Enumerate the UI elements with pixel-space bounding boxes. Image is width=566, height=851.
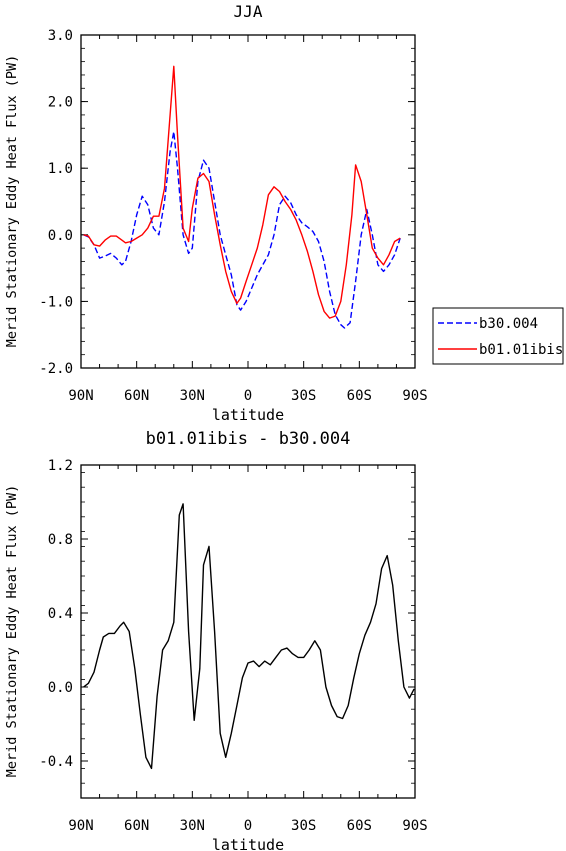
chart-title: JJA (234, 2, 263, 21)
y-tick-label: 3.0 (48, 28, 73, 44)
plot-2: b01.01ibis - b30.004 90N 60N 30N 0 30S 60S 90S -… (4, 429, 428, 851)
x-tick-label: 90S (402, 388, 427, 404)
legend-label: b01.01ibis (479, 342, 563, 358)
x-tick-label: 90N (68, 818, 93, 834)
x-tick-label: 30N (180, 388, 205, 404)
y-tick-label: 0.0 (48, 680, 73, 696)
legend-box (432, 307, 564, 365)
y-tick-label: 1.0 (48, 161, 73, 177)
legend: b30.004 b01.01ibis (432, 307, 564, 365)
x-axis-label: latitude (212, 836, 284, 851)
y-tick-label: -2.0 (39, 361, 73, 377)
x-tick-label: 90N (68, 388, 93, 404)
x-tick-label: 30S (291, 388, 316, 404)
x-tick-label: 60N (124, 818, 149, 834)
x-tick-label: 60N (124, 388, 149, 404)
y-tick-label: -1.0 (39, 294, 73, 310)
x-tick-label: 0 (244, 818, 252, 834)
x-tick-label: 60S (347, 388, 372, 404)
series-line-b01-01ibis (83, 65, 401, 319)
x-tick-label: 30S (291, 818, 316, 834)
x-tick-label: 90S (402, 818, 427, 834)
x-tick-label: 60S (347, 818, 372, 834)
y-tick-label: 2.0 (48, 95, 73, 111)
x-tick-label: 0 (244, 388, 252, 404)
series-line-difference (83, 503, 415, 770)
y-tick-label: 0.8 (48, 532, 73, 548)
y-axis-label: Merid Stationary Eddy Heat Flux (PW) (4, 485, 20, 778)
y-tick-label: 1.2 (48, 458, 73, 474)
series-line-b30-004 (83, 130, 401, 329)
x-axis-label: latitude (212, 406, 284, 424)
legend-label: b30.004 (479, 316, 538, 332)
y-tick-label: -0.4 (39, 754, 73, 770)
x-tick-label: 30N (180, 818, 205, 834)
plot-1: JJA 90N 60N 30N 0 30S 60S 90S -2.0 -1.0 0.0 1.0 2.0 3… (4, 2, 564, 424)
y-tick-label: 0.0 (48, 228, 73, 244)
plot-frame (80, 464, 416, 799)
y-tick-label: 0.4 (48, 606, 73, 622)
chart-title: b01.01ibis - b30.004 (146, 429, 351, 449)
y-axis-label: Merid Stationary Eddy Heat Flux (PW) (4, 55, 20, 348)
